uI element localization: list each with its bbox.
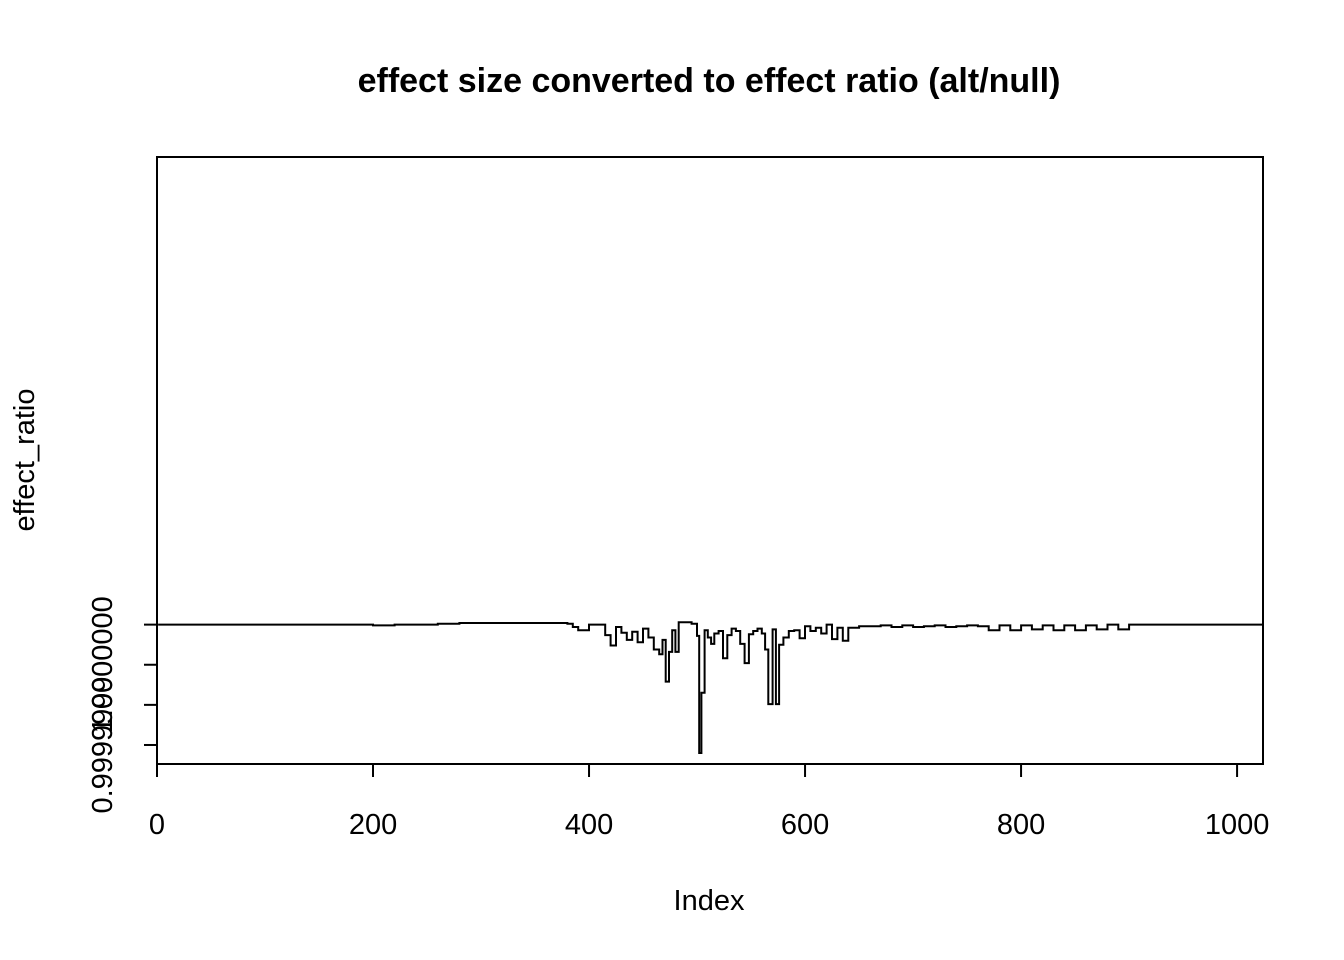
x-tick-label: 800 xyxy=(997,809,1045,841)
y-tick-label: 1.0000000 xyxy=(87,596,119,733)
x-tick-label: 1000 xyxy=(1205,809,1270,841)
y-tick-label: 0.9999999 xyxy=(87,676,119,813)
x-axis: 0 200 400 600 800 1000 xyxy=(149,764,1269,841)
y-axis-label: effect_ratio xyxy=(9,389,41,532)
x-tick-label: 600 xyxy=(781,809,829,841)
x-axis-label: Index xyxy=(674,885,745,917)
x-tick-label: 0 xyxy=(149,809,165,841)
x-tick-label: 400 xyxy=(565,809,613,841)
plot-frame xyxy=(156,156,1264,765)
chart-title: effect size converted to effect ratio (a… xyxy=(358,62,1061,100)
x-tick-label: 200 xyxy=(349,809,397,841)
series-line-effect-ratio xyxy=(158,621,1263,754)
